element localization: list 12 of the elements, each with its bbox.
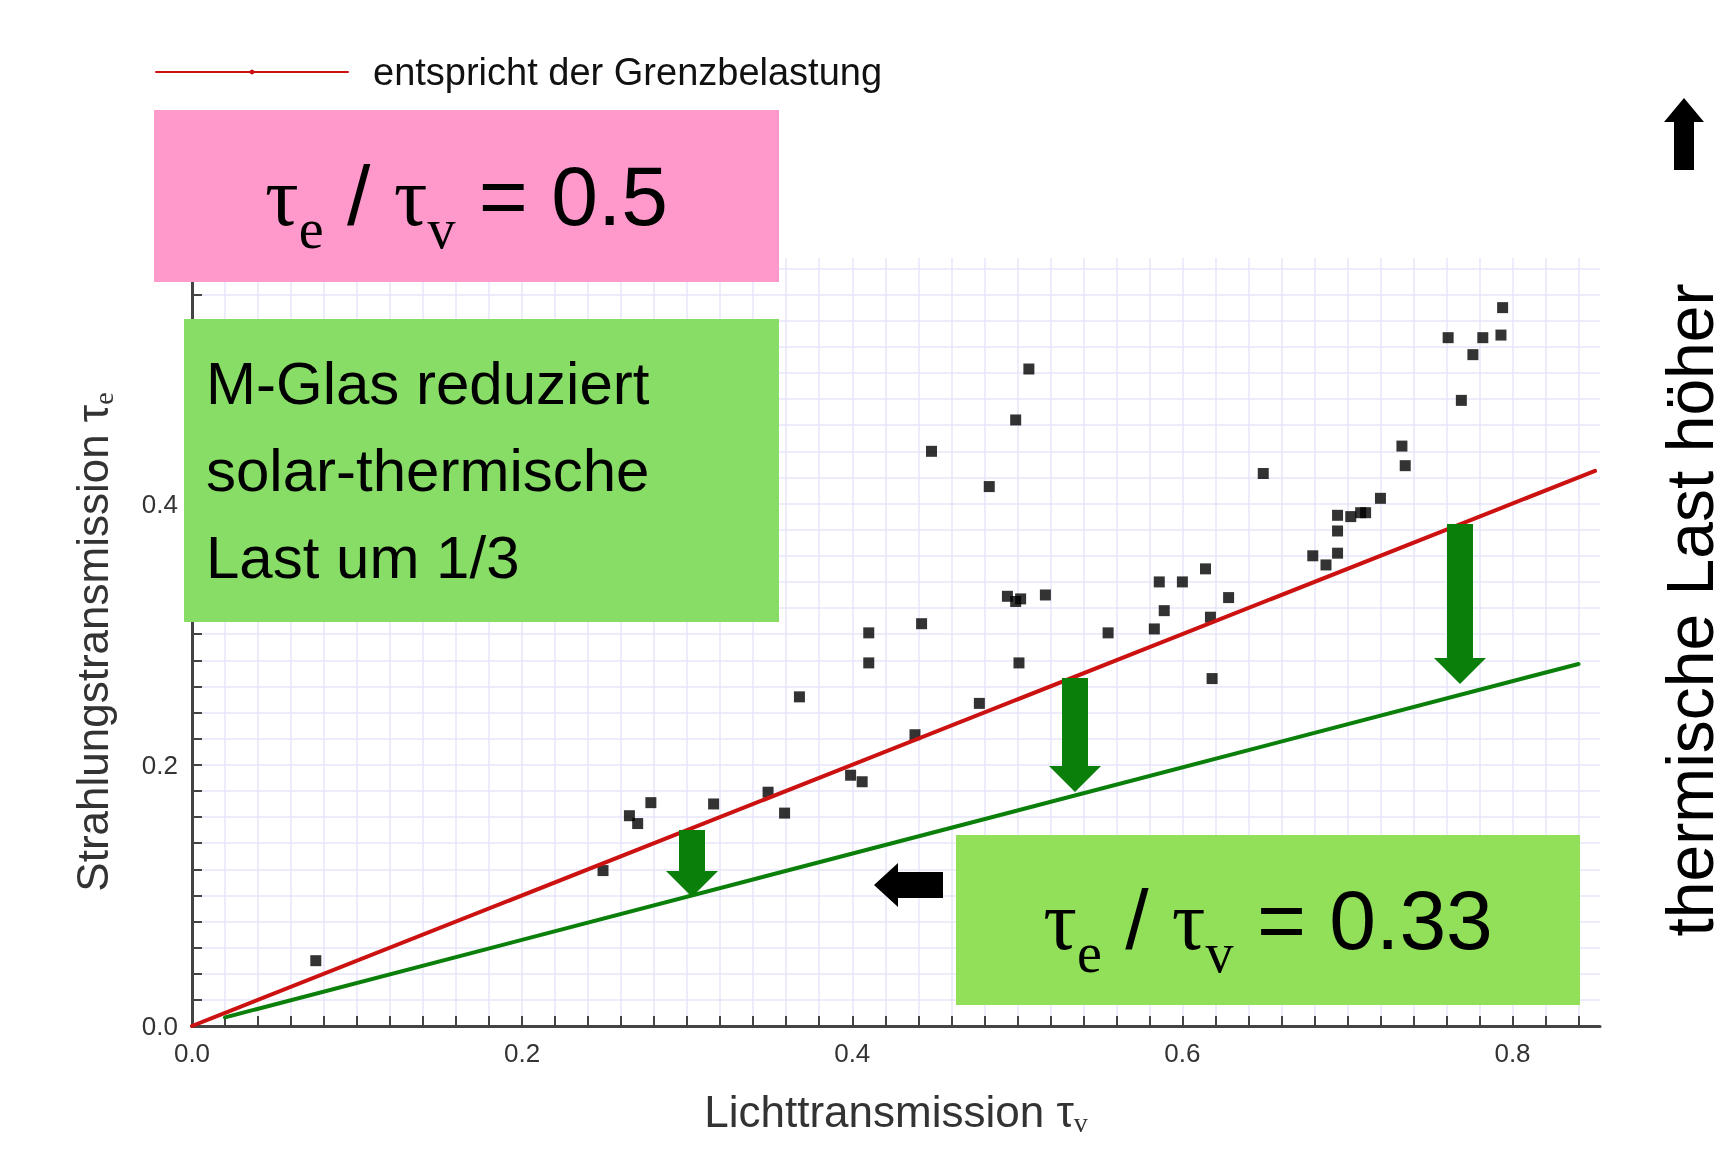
text: entspricht der Grenzbelastung <box>373 51 883 93</box>
annotation: M-Glas reduziert solar-thermische Last um 1/3 <box>206 350 650 591</box>
x-tick-label: 0.6 <box>1164 1038 1201 1068</box>
x-tick-label: 0.2 <box>504 1038 541 1068</box>
y-tick-label: 0.2 <box>141 749 178 780</box>
y-tick-label: 0.4 <box>141 488 178 519</box>
x-tick-label: 0.8 <box>1494 1038 1531 1068</box>
text: thermische Last höher <box>1653 283 1721 937</box>
y-tick-label: 0.0 <box>141 1011 178 1041</box>
y-axis-title: Strahlungstransmission τe <box>67 392 119 892</box>
x-tick-label: 0.0 <box>173 1038 211 1068</box>
x-tick-label: 0.4 <box>834 1038 871 1068</box>
